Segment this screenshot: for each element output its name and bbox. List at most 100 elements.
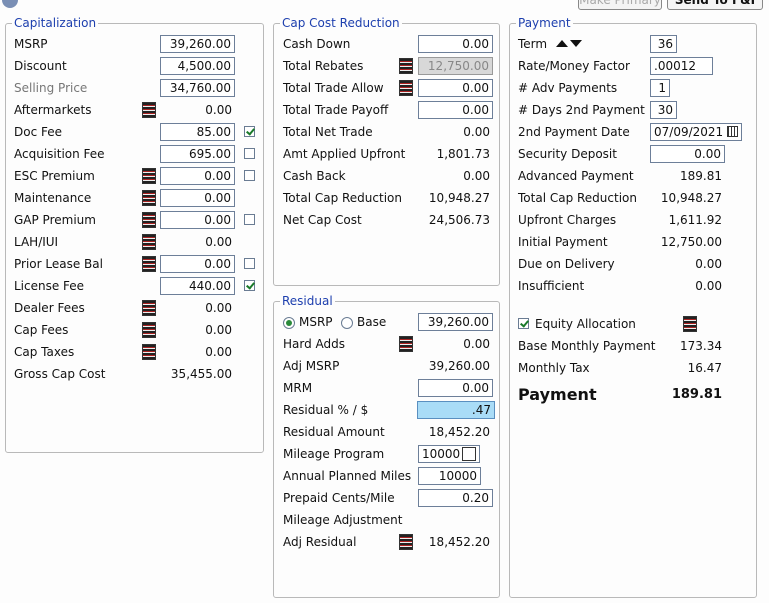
field-label: Prior Lease Bal xyxy=(14,257,103,271)
calendar-icon[interactable] xyxy=(727,126,738,137)
field-label: LAH/IUI xyxy=(14,235,59,249)
field-label: Adj MSRP xyxy=(283,359,340,373)
list-icon[interactable] xyxy=(142,190,156,206)
text-input[interactable]: .47 xyxy=(417,401,495,419)
input-value: 07/09/2021 xyxy=(654,125,724,139)
field-value: 1,801.73 xyxy=(436,147,490,161)
field-value: 0.00 xyxy=(695,279,722,293)
text-input[interactable]: 0.00 xyxy=(160,255,235,273)
panel-title: Residual xyxy=(280,293,335,309)
field-label: ESC Premium xyxy=(14,169,95,183)
field-label: Gross Cap Cost xyxy=(14,367,106,381)
spinner-down[interactable] xyxy=(570,40,582,47)
text-input[interactable]: 0.00 xyxy=(650,145,725,163)
text-input[interactable]: 39,260.00 xyxy=(160,35,235,53)
field-label: GAP Premium xyxy=(14,213,96,227)
text-input[interactable]: 0.00 xyxy=(418,379,493,397)
text-input[interactable]: 36 xyxy=(650,35,677,53)
residual-panel: Residual xyxy=(273,293,500,598)
list-icon[interactable] xyxy=(399,80,413,96)
text-input[interactable]: 07/09/2021 xyxy=(650,123,742,141)
make-primary-button[interactable]: Make Primary xyxy=(578,0,662,10)
list-icon[interactable] xyxy=(399,58,413,74)
field-label: MSRP xyxy=(14,37,48,51)
list-icon[interactable] xyxy=(142,102,156,118)
text-input[interactable]: 10000 xyxy=(418,467,481,485)
field-label: Cap Fees xyxy=(14,323,69,337)
field-label: Cap Taxes xyxy=(14,345,75,359)
text-input[interactable]: 695.00 xyxy=(160,145,235,163)
text-input[interactable]: 30 xyxy=(650,101,677,119)
panel-title: Payment xyxy=(516,15,573,31)
text-input[interactable]: 0.00 xyxy=(160,189,235,207)
checkbox[interactable] xyxy=(244,258,255,269)
list-icon[interactable] xyxy=(142,168,156,184)
dropdown-arrow[interactable] xyxy=(462,447,476,461)
input-value: 0.00 xyxy=(204,257,231,271)
field-value: 18,452.20 xyxy=(428,535,490,549)
input-value: 1 xyxy=(658,81,666,95)
text-input[interactable]: 0.20 xyxy=(418,489,493,507)
field-value: 0.00 xyxy=(463,169,490,183)
field-value: 10,948.27 xyxy=(428,191,490,205)
text-input[interactable]: 1 xyxy=(650,79,670,97)
field-label: Adj Residual xyxy=(283,535,357,549)
field-value: 189.81 xyxy=(671,387,722,402)
list-icon[interactable] xyxy=(399,534,413,550)
field-label: Total Trade Allow xyxy=(283,81,384,95)
text-input[interactable]: 12,750.00 xyxy=(418,57,493,75)
checkbox[interactable] xyxy=(244,148,255,159)
text-input[interactable]: 85.00 xyxy=(160,123,235,141)
text-input[interactable]: 0.00 xyxy=(418,79,493,97)
text-input[interactable]: 4,500.00 xyxy=(160,57,235,75)
field-value: 39,260.00 xyxy=(428,359,490,373)
checkbox[interactable] xyxy=(244,214,255,225)
field-value: 0.00 xyxy=(205,301,232,315)
field-label: Cash Back xyxy=(283,169,346,183)
field-label: Advanced Payment xyxy=(518,169,634,183)
text-input[interactable]: .00012 xyxy=(650,57,713,75)
input-value: 0.20 xyxy=(462,491,489,505)
input-value: 0.00 xyxy=(462,381,489,395)
capitalization-panel: Capitalization xyxy=(5,15,264,453)
input-value: 0.00 xyxy=(204,191,231,205)
text-input[interactable]: 0.00 xyxy=(418,101,493,119)
input-value: 0.00 xyxy=(462,81,489,95)
checkbox[interactable] xyxy=(244,126,255,137)
text-input[interactable]: 34,760.00 xyxy=(160,79,235,97)
list-icon[interactable] xyxy=(142,234,156,250)
checkbox[interactable] xyxy=(518,318,529,329)
list-icon[interactable] xyxy=(142,344,156,360)
send-button[interactable]: Send To F&I xyxy=(667,0,763,10)
list-icon[interactable] xyxy=(142,256,156,272)
field-label: Total Cap Reduction xyxy=(518,191,637,205)
field-label: Maintenance xyxy=(14,191,92,205)
checkbox[interactable] xyxy=(244,170,255,181)
field-value: 24,506.73 xyxy=(428,213,490,227)
field-label: 2nd Payment Date xyxy=(518,125,630,139)
field-label: Base Monthly Payment xyxy=(518,339,656,353)
list-icon[interactable] xyxy=(142,300,156,316)
list-icon[interactable] xyxy=(399,336,413,352)
field-label: Rate/Money Factor xyxy=(518,59,630,73)
list-icon[interactable] xyxy=(142,322,156,338)
field-label: Selling Price xyxy=(14,81,88,95)
text-input[interactable]: 0.00 xyxy=(160,211,235,229)
field-label: Insufficient xyxy=(518,279,585,293)
checkbox[interactable] xyxy=(244,280,255,291)
input-value: 695.00 xyxy=(189,147,231,161)
text-input[interactable]: 440.00 xyxy=(160,277,235,295)
field-label: Total Trade Payoff xyxy=(283,103,389,117)
field-value: 12,750.00 xyxy=(660,235,722,249)
list-icon[interactable] xyxy=(683,316,697,332)
field-value: 18,452.20 xyxy=(428,425,490,439)
text-input[interactable]: 0.00 xyxy=(160,167,235,185)
spinner-up[interactable] xyxy=(556,40,568,47)
radio-button[interactable] xyxy=(341,317,353,329)
list-icon[interactable] xyxy=(142,212,156,228)
radio-button[interactable] xyxy=(283,317,295,329)
text-input[interactable]: 0.00 xyxy=(418,35,493,53)
input-value: 36 xyxy=(657,37,673,51)
text-input[interactable]: 39,260.00 xyxy=(418,313,493,331)
